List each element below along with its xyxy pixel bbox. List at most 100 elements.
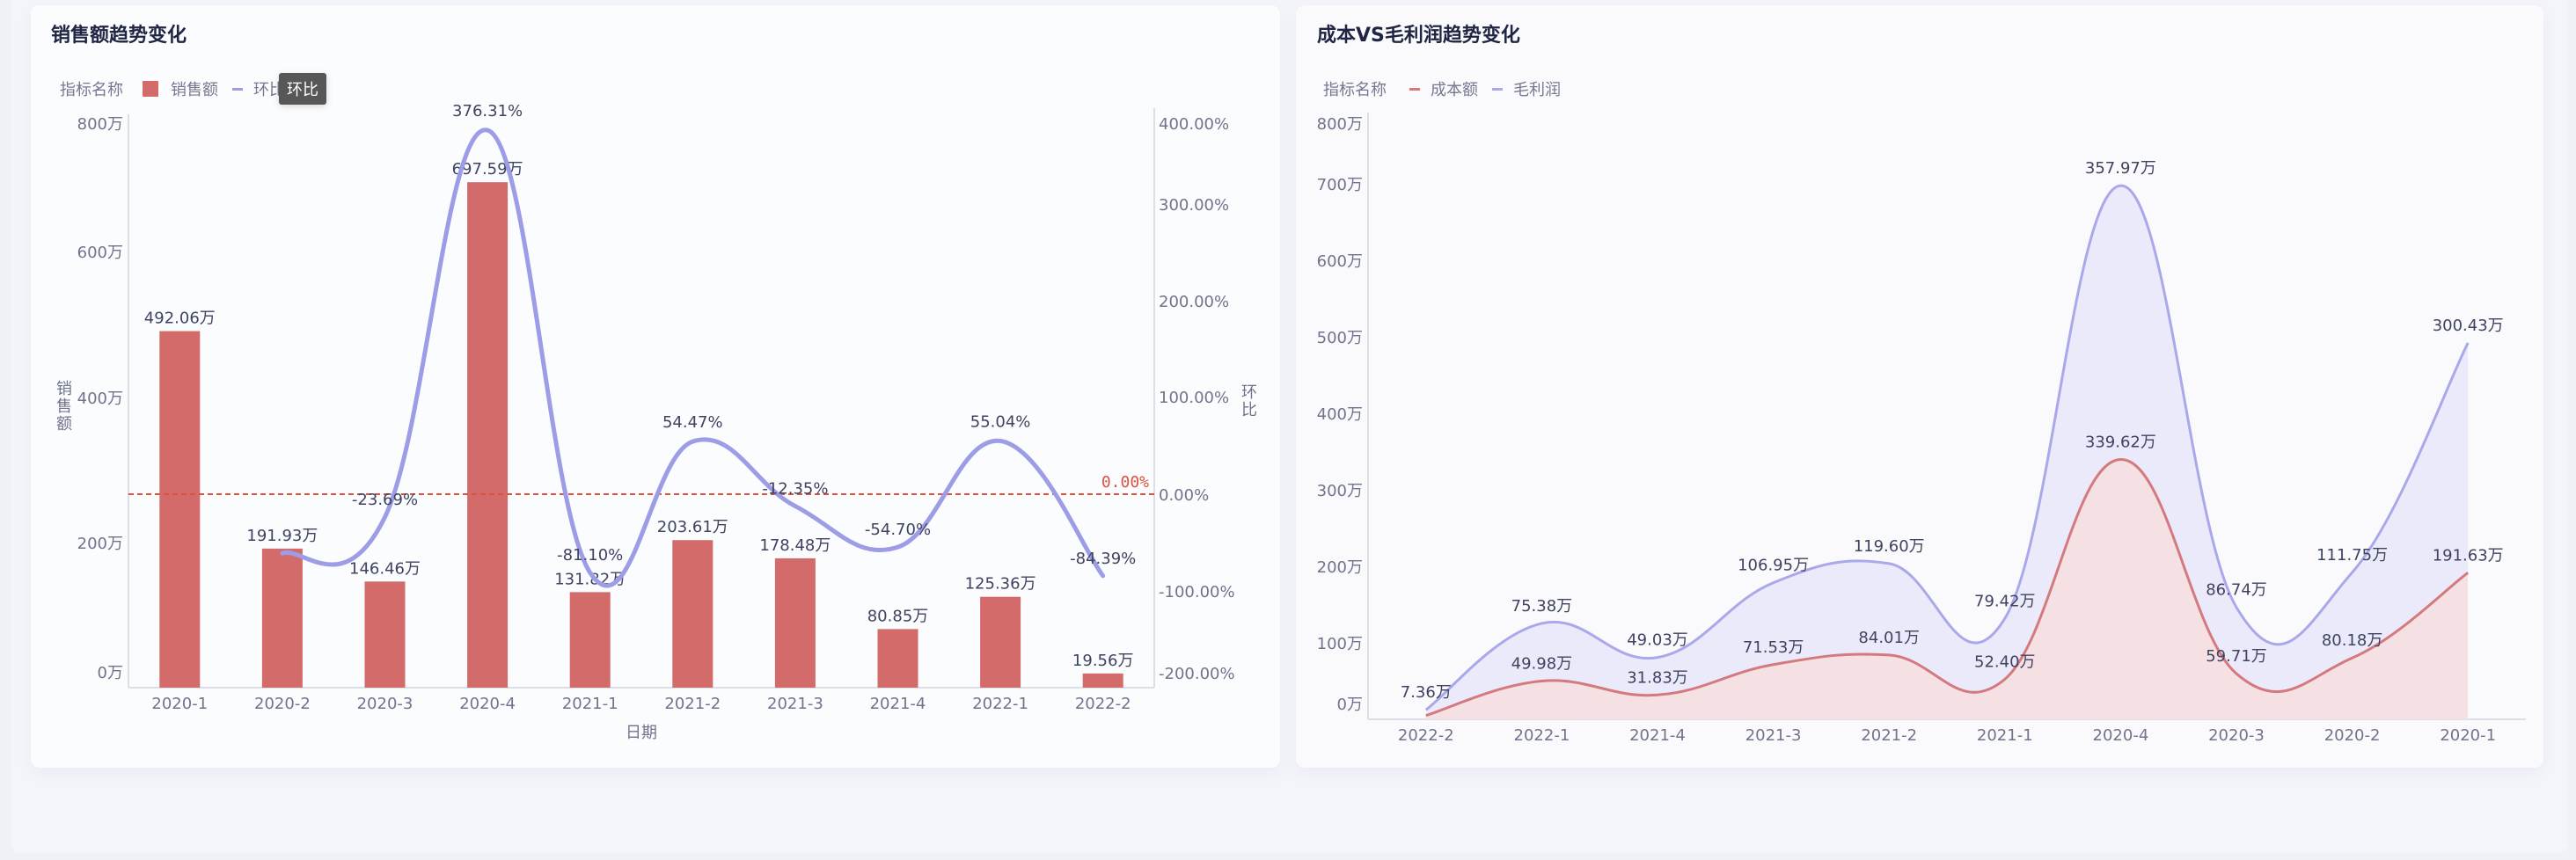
profit-value-label: 106.95万 [1738, 557, 1809, 575]
x-tick: 2021-3 [767, 695, 823, 713]
y-left-tick: 400万 [77, 390, 123, 408]
x-tick: 2020-1 [151, 695, 208, 713]
bar[interactable] [159, 331, 201, 688]
bar[interactable] [569, 592, 611, 688]
cost-profit-title: 成本VS毛利润趋势变化 [1317, 25, 1520, 47]
y-tick: 600万 [1317, 252, 1363, 271]
legend-heading: 指标名称 [60, 81, 123, 99]
cost-value-label: 52.40万 [1974, 652, 2036, 671]
ratio-value-label: 55.04% [970, 412, 1031, 431]
ratio-value-label: -54.70% [865, 521, 931, 539]
y-right-tick: -200.00% [1159, 665, 1235, 683]
legend-tooltip: 环比 [279, 73, 326, 105]
ratio-value-label: -23.69% [352, 491, 418, 509]
y-tick: 0万 [1337, 696, 1363, 714]
x-tick: 2020-1 [2440, 726, 2496, 745]
bar[interactable] [980, 596, 1021, 688]
profit-line[interactable] [1424, 184, 2470, 711]
bar[interactable] [774, 558, 816, 688]
y-left-title: 销售额 [56, 380, 72, 434]
legend-cost-swatch-icon [1409, 87, 1420, 91]
x-axis-title: 日期 [626, 724, 657, 742]
x-tick: 2021-4 [1629, 726, 1686, 745]
ratio-value-label: -12.35% [762, 480, 828, 499]
profit-value-label: 7.36万 [1401, 683, 1452, 702]
bar-value-label: 80.85万 [867, 607, 929, 625]
markline-label: 0.00% [1101, 473, 1149, 492]
ratio-value-label: -81.10% [557, 546, 623, 565]
sales-legend: 指标名称 销售额 环比 [60, 77, 299, 100]
bar[interactable] [672, 540, 714, 688]
y-tick: 100万 [1317, 635, 1363, 653]
y-left-tick: 0万 [98, 664, 123, 682]
ratio-value-label: -84.39% [1070, 550, 1136, 568]
bar[interactable] [877, 629, 918, 688]
x-tick: 2020-4 [2093, 726, 2149, 745]
cost-line[interactable] [1425, 458, 2470, 718]
bar[interactable] [261, 548, 303, 688]
bar[interactable] [1082, 673, 1123, 688]
profit-value-label: 119.60万 [1854, 537, 1925, 556]
bar-value-label: 19.56万 [1072, 652, 1134, 670]
y-right-tick: 0.00% [1159, 486, 1209, 505]
ratio-line[interactable] [280, 128, 1106, 588]
legend-item-ratio[interactable]: 环比 [253, 81, 285, 99]
cost-profit-area-chart[interactable]: 800万 700万 600万 500万 400万 300万 200万 100万 0万 2022-2… [1317, 113, 2526, 745]
sales-trend-title: 销售额趋势变化 [51, 25, 187, 47]
cost-value-label: 84.01万 [1858, 629, 1920, 647]
y-right-title: 环比 [1241, 383, 1257, 419]
x-tick: 2020-3 [2208, 726, 2265, 745]
x-tick: 2022-2 [1075, 695, 1131, 713]
y-tick: 200万 [1317, 558, 1363, 577]
y-right-tick: -100.00% [1159, 583, 1235, 601]
legend-profit-swatch-icon [1492, 87, 1503, 91]
profit-value-label: 86.74万 [2206, 581, 2267, 600]
bar[interactable] [364, 581, 406, 688]
x-tick: 2022-1 [972, 695, 1028, 713]
y-tick: 400万 [1317, 405, 1363, 424]
profit-value-label: 75.38万 [1511, 597, 1573, 616]
y-right-tick: 400.00% [1159, 115, 1229, 134]
y-left-tick: 600万 [77, 244, 123, 262]
bar-value-label: 191.93万 [246, 527, 318, 545]
y-tick: 500万 [1317, 329, 1363, 347]
sales-trend-card: 销售额趋势变化 指标名称 销售额 环比 环比 [31, 5, 1280, 768]
x-tick: 2022-1 [1514, 726, 1570, 745]
cost-value-label: 191.63万 [2433, 546, 2504, 565]
ratio-value-label: 54.47% [662, 413, 723, 432]
cost-value-label: 339.62万 [2085, 434, 2156, 452]
y-left-tick: 200万 [77, 535, 123, 553]
cost-value-label: 71.53万 [1743, 638, 1804, 657]
x-tick: 2020-3 [357, 695, 413, 713]
y-tick: 800万 [1317, 115, 1363, 134]
x-tick: 2020-2 [254, 695, 311, 713]
profit-value-label: 300.43万 [2433, 317, 2504, 335]
y-left-tick: 800万 [77, 115, 123, 134]
x-tick: 2021-2 [664, 695, 721, 713]
legend-bar-swatch-icon [143, 81, 158, 97]
profit-value-label: 79.42万 [1974, 592, 2036, 610]
x-tick: 2021-2 [1861, 726, 1917, 745]
x-tick: 2020-2 [2324, 726, 2381, 745]
x-tick: 2021-3 [1745, 726, 1802, 745]
bar-value-label: 146.46万 [349, 559, 421, 578]
profit-value-label: 357.97万 [2085, 159, 2156, 178]
bar[interactable] [467, 182, 509, 688]
profit-area [1425, 186, 2469, 716]
legend-item-cost[interactable]: 成本额 [1431, 81, 1478, 99]
cost-value-label: 59.71万 [2206, 647, 2267, 666]
profit-value-label: 49.03万 [1627, 631, 1688, 650]
x-tick: 2022-2 [1398, 726, 1454, 745]
sales-combo-chart[interactable]: 800万 600万 400万 200万 0万 400.00% 300.00% 200.00% 1… [56, 102, 1257, 742]
bar-value-label: 178.48万 [759, 536, 831, 555]
y-tick: 700万 [1317, 176, 1363, 194]
cost-value-label: 31.83万 [1627, 668, 1688, 687]
legend-line-swatch-icon [232, 87, 243, 91]
legend-item-sales[interactable]: 销售额 [171, 81, 218, 99]
y-right-tick: 100.00% [1159, 389, 1229, 407]
legend-item-profit[interactable]: 毛利润 [1513, 81, 1561, 99]
x-tick: 2021-1 [562, 695, 618, 713]
bar-value-label: 125.36万 [965, 575, 1036, 594]
x-tick: 2021-1 [1977, 726, 2033, 745]
